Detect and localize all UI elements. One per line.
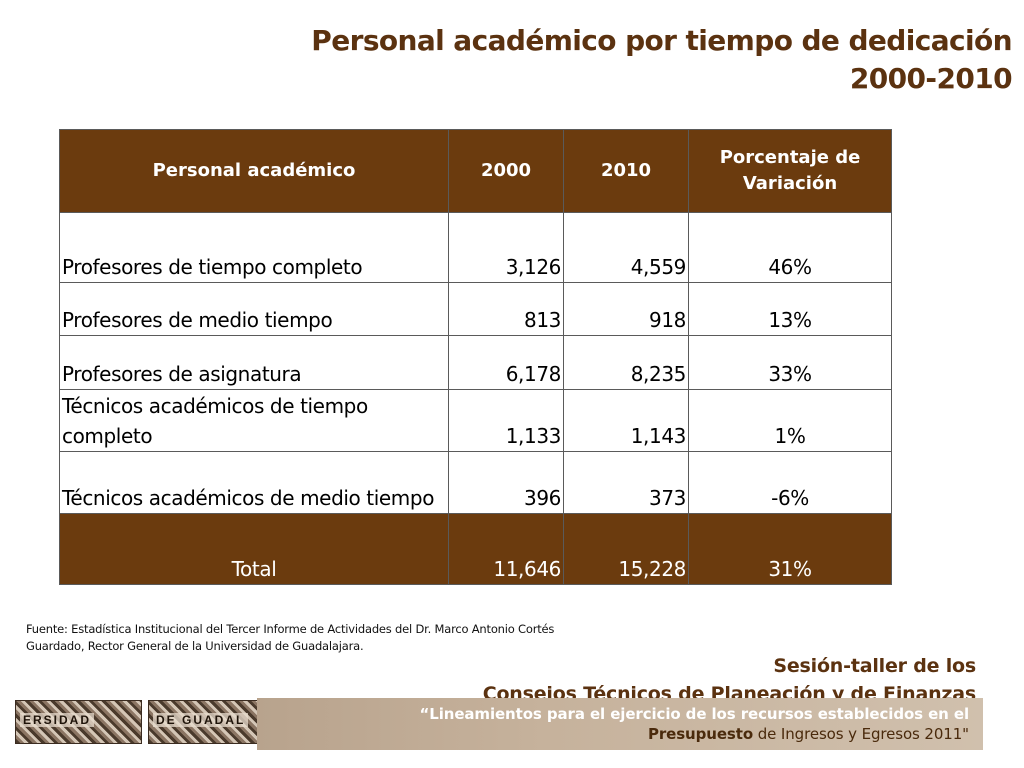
table-header-row: Personal académico 2000 2010 Porcentaje … xyxy=(59,129,892,213)
header-2000: 2000 xyxy=(448,129,564,213)
row-label: Profesores de medio tiempo xyxy=(59,282,449,336)
source-note: Fuente: Estadística Institucional del Te… xyxy=(26,622,555,653)
total-variation: 31% xyxy=(688,513,892,585)
total-value-2010: 15,228 xyxy=(563,513,689,585)
table-row: Profesores de medio tiempo 813 918 13% xyxy=(59,282,892,336)
seal-text-left: ERSIDAD xyxy=(20,713,95,727)
row-value-2010: 8,235 xyxy=(563,335,689,390)
row-variation: 13% xyxy=(688,282,892,336)
row-label: Profesores de asignatura xyxy=(59,335,449,390)
table-row: Profesores de tiempo completo 3,126 4,55… xyxy=(59,212,892,283)
row-value-2000: 3,126 xyxy=(448,212,564,283)
row-value-2010: 4,559 xyxy=(563,212,689,283)
seal-text-right: DE GUADAL xyxy=(153,713,249,727)
table-total-row: Total 11,646 15,228 31% xyxy=(59,513,892,585)
row-variation: 1% xyxy=(688,389,892,452)
slide-title-line2: 2000-2010 xyxy=(849,62,1013,95)
banner-line2-rest: de Ingresos y Egresos 2011" xyxy=(753,725,969,743)
footer-banner: “Lineamientos para el ejercicio de los r… xyxy=(257,698,983,750)
session-title-line1: Sesión-taller de los xyxy=(773,655,976,677)
table-row: Profesores de asignatura 6,178 8,235 33% xyxy=(59,335,892,390)
row-value-2000: 6,178 xyxy=(448,335,564,390)
header-2010: 2010 xyxy=(563,129,689,213)
row-label: Técnicos académicos de medio tiempo xyxy=(59,451,449,514)
row-value-2010: 373 xyxy=(563,451,689,514)
row-value-2000: 396 xyxy=(448,451,564,514)
total-value-2000: 11,646 xyxy=(448,513,564,585)
slide-title: Personal académico por tiempo de dedicac… xyxy=(311,22,1012,98)
total-label: Total xyxy=(59,513,449,585)
table-row: Técnicos académicos de medio tiempo 396 … xyxy=(59,451,892,514)
row-label: Profesores de tiempo completo xyxy=(59,212,449,283)
row-variation: 33% xyxy=(688,335,892,390)
banner-line2: Presupuesto de Ingresos y Egresos 2011" xyxy=(419,724,969,744)
header-variation: Porcentaje de Variación xyxy=(688,129,892,213)
row-variation: -6% xyxy=(688,451,892,514)
banner-line1: “Lineamientos para el ejercicio de los r… xyxy=(419,705,969,723)
header-personal: Personal académico xyxy=(59,129,449,213)
banner-text: “Lineamientos para el ejercicio de los r… xyxy=(419,704,969,744)
academic-staff-table: Personal académico 2000 2010 Porcentaje … xyxy=(59,129,892,585)
row-value-2000: 1,133 xyxy=(448,389,564,452)
slide-title-line1: Personal académico por tiempo de dedicac… xyxy=(311,24,1012,57)
table-row: Técnicos académicos de tiempo completo 1… xyxy=(59,389,892,452)
row-label: Técnicos académicos de tiempo completo xyxy=(59,389,449,452)
banner-line2-bold: Presupuesto xyxy=(647,725,754,743)
row-value-2000: 813 xyxy=(448,282,564,336)
university-seal-image-left: ERSIDAD xyxy=(15,700,142,744)
row-value-2010: 1,143 xyxy=(563,389,689,452)
row-value-2010: 918 xyxy=(563,282,689,336)
row-variation: 46% xyxy=(688,212,892,283)
